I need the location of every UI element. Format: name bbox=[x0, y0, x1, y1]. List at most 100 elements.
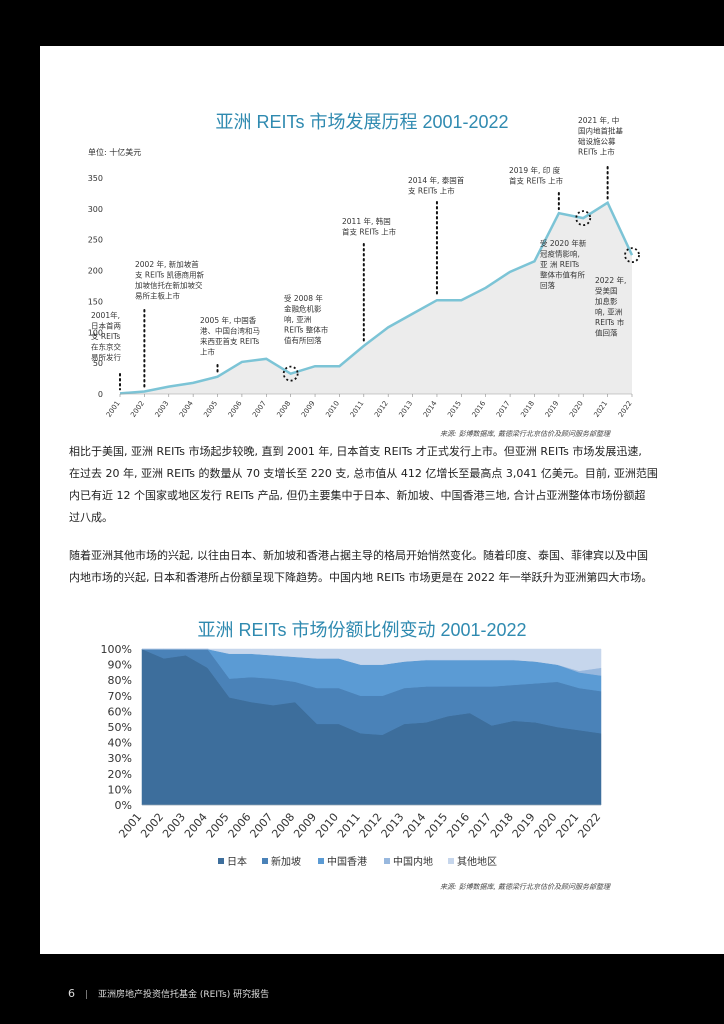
chart1-annotation-text: 支 REITs bbox=[91, 331, 120, 341]
paragraph-1-line: 在过去 20 年, 亚洲 REITs 的数量从 70 支增长至 220 支, 总… bbox=[69, 467, 658, 480]
chart2-source: 来源: 彭博数据库, 戴德梁行北京估价及顾问服务部整理 bbox=[439, 883, 610, 891]
chart2-legend-label: 日本 bbox=[227, 855, 247, 868]
chart1-annotation-text: 整体市值有所 bbox=[540, 270, 585, 280]
paragraph-2: 随着亚洲其他市场的兴起, 以往由日本、新加坡和香港占据主导的格局开始悄然变化。随… bbox=[69, 545, 669, 589]
paragraph-1-line: 相比于美国, 亚洲 REITs 市场起步较晚, 直到 2001 年, 日本首支 … bbox=[69, 445, 642, 458]
chart1-annotation-text: 来西亚首支 REITs bbox=[200, 336, 259, 346]
chart1-annotation-text: 国内地首批基 bbox=[578, 126, 623, 136]
chart1-annotation-text: 支 REITs 凯德商用新 bbox=[135, 270, 205, 280]
footer-divider: | bbox=[85, 990, 89, 1000]
chart1-y-tick-label: 0 bbox=[98, 390, 103, 399]
chart1-y-tick-label: 150 bbox=[88, 297, 103, 306]
chart1-unit-label: 单位: 十亿美元 bbox=[88, 147, 141, 157]
chart1-annotation-text: 易所发行 bbox=[91, 352, 121, 362]
chart2-x-tick-label: 2005 bbox=[204, 811, 232, 841]
paragraph-2-line: 内地市场的兴起, 日本和香港所占份额呈现下降趋势。中国内地 REITs 市场更是… bbox=[69, 571, 653, 584]
chart1-annotation-text: 冠疫情影响, bbox=[540, 249, 580, 259]
chart2-legend-label: 中国香港 bbox=[327, 855, 367, 868]
chart1-annotation-text: REITs 市 bbox=[595, 317, 625, 327]
chart1-annotation-text: REITs 整体市 bbox=[284, 325, 329, 335]
chart1-annotation-text: 首支 REITs 上市 bbox=[509, 176, 564, 186]
chart2-x-tick-label: 2009 bbox=[291, 811, 319, 841]
footer-text: 亚洲房地产投资信托基金 (REITs) 研究报告 bbox=[98, 990, 270, 1000]
chart1-annotation-text: 2019 年, 印 度 bbox=[509, 165, 561, 175]
chart2-x-tick-label: 2001 bbox=[116, 811, 144, 841]
chart2-legend-swatch bbox=[448, 858, 454, 864]
chart2-legend-swatch bbox=[262, 858, 268, 864]
chart1-y-tick-label: 300 bbox=[88, 205, 103, 214]
chart2: 0%10%20%30%40%50%60%70%80%90%100%2001200… bbox=[101, 643, 604, 868]
chart1-annotation-text: 2022 年, bbox=[595, 275, 626, 285]
chart1-y-tick-label: 100 bbox=[88, 328, 103, 337]
chart2-y-tick-label: 60% bbox=[108, 705, 132, 718]
chart2-y-tick-label: 40% bbox=[108, 737, 132, 750]
chart2-y-tick-label: 100% bbox=[101, 643, 132, 656]
chart2-x-tick-label: 2010 bbox=[313, 811, 341, 841]
chart1-annotation-text: 上市 bbox=[200, 347, 215, 357]
chart1-annotation-text: 受 2020 年新 bbox=[540, 238, 587, 248]
chart1-annotation-text: 受美国 bbox=[595, 286, 618, 296]
chart2-x-tick-label: 2018 bbox=[488, 811, 516, 841]
paragraph-2-line: 随着亚洲其他市场的兴起, 以往由日本、新加坡和香港占据主导的格局开始悄然变化。随… bbox=[69, 549, 648, 562]
chart2-legend-label: 中国内地 bbox=[393, 855, 433, 868]
chart2-y-tick-label: 30% bbox=[108, 752, 132, 765]
chart2-x-tick-label: 2006 bbox=[226, 811, 254, 841]
chart2-y-tick-label: 80% bbox=[108, 674, 132, 687]
chart2-x-tick-label: 2022 bbox=[575, 811, 603, 841]
chart2-y-tick-label: 70% bbox=[108, 690, 132, 703]
chart2-legend-swatch bbox=[318, 858, 324, 864]
chart1-annotation-text: 加坡信托在新加坡交 bbox=[135, 280, 203, 290]
chart1-annotation-marker bbox=[624, 247, 640, 264]
chart2-x-tick-label: 2004 bbox=[182, 811, 210, 841]
chart1-y-tick-label: 350 bbox=[88, 174, 103, 183]
chart1-y-tick-label: 200 bbox=[88, 267, 103, 276]
chart2-y-tick-label: 0% bbox=[115, 799, 132, 812]
chart1-annotation-text: 2021 年, 中 bbox=[578, 115, 619, 125]
chart1-annotation-text: REITs 上市 bbox=[578, 147, 615, 157]
chart1-source: 来源: 彭博数据库, 戴德梁行北京估价及顾问服务部整理 bbox=[439, 430, 610, 438]
chart1-annotation-text: 2001年, bbox=[91, 310, 120, 320]
chart2-y-tick-label: 20% bbox=[108, 768, 132, 781]
chart2-x-tick-label: 2019 bbox=[510, 811, 538, 841]
chart1-annotation-text: 回落 bbox=[540, 280, 555, 290]
paragraph-1-line: 内已有近 12 个国家或地区发行 REITs 产品, 但仍主要集中于日本、新加坡… bbox=[69, 489, 646, 502]
chart2-x-tick-label: 2017 bbox=[466, 811, 494, 841]
chart2-x-tick-label: 2013 bbox=[379, 811, 407, 841]
chart1-annotation-text: 金融危机影 bbox=[284, 304, 322, 314]
chart1-annotation-marker bbox=[282, 365, 299, 382]
chart1-y-tick-label: 50 bbox=[93, 359, 103, 368]
chart2-series-area bbox=[142, 648, 602, 672]
chart1-annotation-text: 响, 亚洲 bbox=[284, 314, 311, 324]
chart1-annotation-text: 日本首两 bbox=[91, 321, 121, 331]
chart1-annotation-text: 港、中国台湾和马 bbox=[200, 326, 260, 336]
chart2-y-tick-label: 50% bbox=[108, 721, 132, 734]
chart1-annotation-text: 支 REITs 上市 bbox=[408, 186, 455, 196]
chart1-annotation-text: 加息影 bbox=[595, 296, 618, 306]
chart1-annotation-text: 值有所回落 bbox=[284, 335, 322, 345]
chart1-annotation-marker bbox=[575, 210, 592, 227]
chart2-x-tick-label: 2015 bbox=[422, 811, 450, 841]
chart2-x-tick-label: 2003 bbox=[160, 811, 188, 841]
page-number: 6 bbox=[68, 987, 75, 1000]
chart1-title: 亚洲 REITs 市场发展历程 2001-2022 bbox=[215, 112, 509, 132]
paragraph-1: 相比于美国, 亚洲 REITs 市场起步较晚, 直到 2001 年, 日本首支 … bbox=[69, 441, 669, 529]
chart2-legend-swatch bbox=[218, 858, 224, 864]
chart2-legend-label: 其他地区 bbox=[457, 855, 497, 868]
chart2-x-tick-label: 2011 bbox=[335, 811, 363, 841]
chart1-annotation-text: 在东京交 bbox=[91, 342, 121, 352]
chart2-y-tick-label: 10% bbox=[108, 783, 132, 796]
chart1-annotation-text: 易所主板上市 bbox=[135, 291, 180, 301]
chart1-annotation-text: 2002 年, 新加坡首 bbox=[135, 259, 199, 269]
chart1-annotation-text: 2005 年, 中国香 bbox=[200, 315, 257, 325]
chart2-x-tick-label: 2020 bbox=[532, 811, 560, 841]
chart2-legend-label: 新加坡 bbox=[271, 855, 301, 868]
chart1-annotation-text: 础设施公募 bbox=[578, 136, 616, 146]
chart1-annotation-text: 值回落 bbox=[595, 328, 618, 338]
chart2-x-tick-label: 2012 bbox=[357, 811, 385, 841]
chart1-annotation-text: 2014 年, 泰国首 bbox=[408, 175, 465, 185]
chart2-title: 亚洲 REITs 市场份额比例变动 2001-2022 bbox=[197, 620, 527, 640]
chart1-y-tick-label: 250 bbox=[88, 236, 103, 245]
chart2-x-tick-label: 2007 bbox=[247, 811, 275, 841]
chart1-area bbox=[120, 202, 632, 394]
